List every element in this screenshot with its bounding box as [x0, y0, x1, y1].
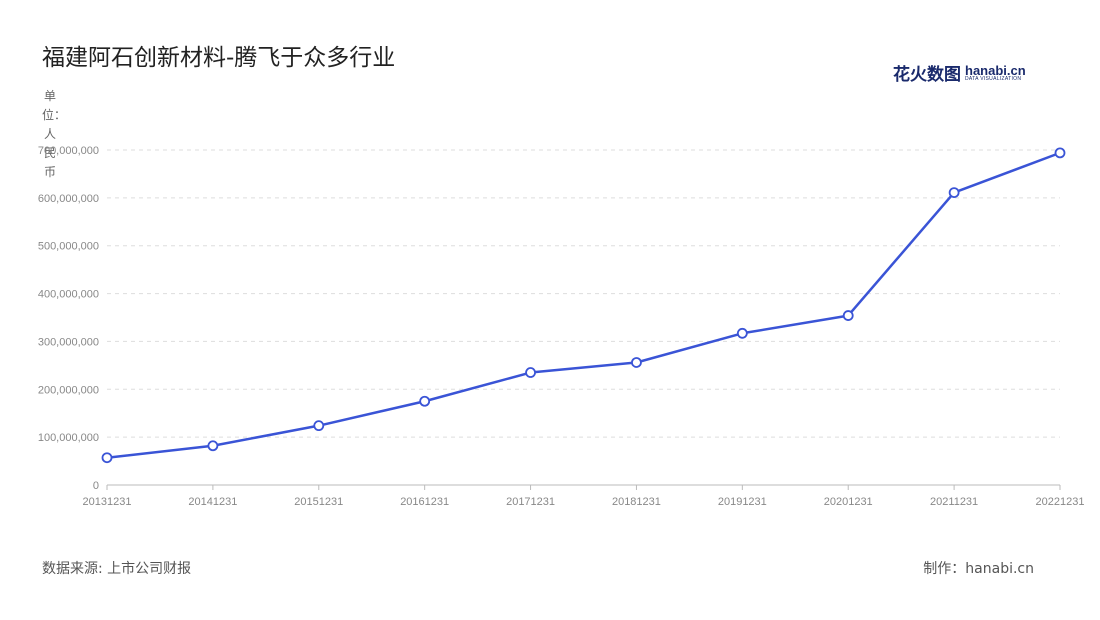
- brand-logo-en: hanabi.cn: [965, 62, 1026, 78]
- x-tick-label: 20171231: [506, 496, 555, 508]
- brand-logo: 花火数图 hanabi.cn DATA VISUALIZATION: [893, 60, 1026, 86]
- y-tick-label: 100,000,000: [38, 432, 99, 444]
- credit: 制作：hanabi.cn: [923, 561, 1034, 577]
- y-tick-label: 500,000,000: [38, 241, 99, 253]
- data-point: [419, 395, 431, 407]
- grid-layer: [107, 149, 1060, 438]
- data-point: [525, 367, 536, 378]
- x-tick-label: 20201231: [824, 496, 873, 508]
- series-layer: [101, 147, 1066, 464]
- data-point: [207, 440, 219, 452]
- brand-logo-sub: DATA VISUALIZATION: [965, 75, 1022, 82]
- x-tick-label: 20161231: [400, 496, 449, 508]
- y-tick-label: 400,000,000: [38, 289, 99, 301]
- data-point: [1054, 147, 1066, 159]
- data-point: [631, 357, 642, 368]
- x-tick-label: 20151231: [294, 496, 343, 508]
- y-tick-label: 0: [93, 480, 99, 492]
- y-tick-label: 200,000,000: [38, 384, 99, 396]
- axis-layer: 0 100,000,000 200,000,000 300,000,000 400,00…: [38, 145, 1085, 508]
- x-tick-label: 20221231: [1036, 496, 1085, 508]
- x-tick-label: 20191231: [718, 496, 767, 508]
- y-tick-label: 600,000,000: [38, 193, 99, 205]
- series-line: [106, 151, 1061, 459]
- data-source: 数据来源: 上市公司财报: [42, 561, 192, 577]
- brand-logo-cn: 花火数图: [893, 65, 961, 85]
- data-point: [842, 310, 854, 321]
- x-tick-label: 20181231: [612, 496, 661, 508]
- chart-title: 福建阿石创新材料-腾飞于众多行业: [42, 45, 396, 71]
- data-point: [948, 187, 960, 198]
- data-point: [736, 327, 748, 339]
- y-tick-label: 300,000,000: [38, 336, 99, 348]
- data-point: [101, 452, 113, 464]
- x-tick-label: 20131231: [83, 496, 132, 508]
- x-tick-label: 20141231: [188, 496, 237, 508]
- x-tick-label: 20211231: [930, 496, 978, 508]
- y-tick-label: 700,000,000: [38, 145, 99, 157]
- data-point: [313, 420, 325, 432]
